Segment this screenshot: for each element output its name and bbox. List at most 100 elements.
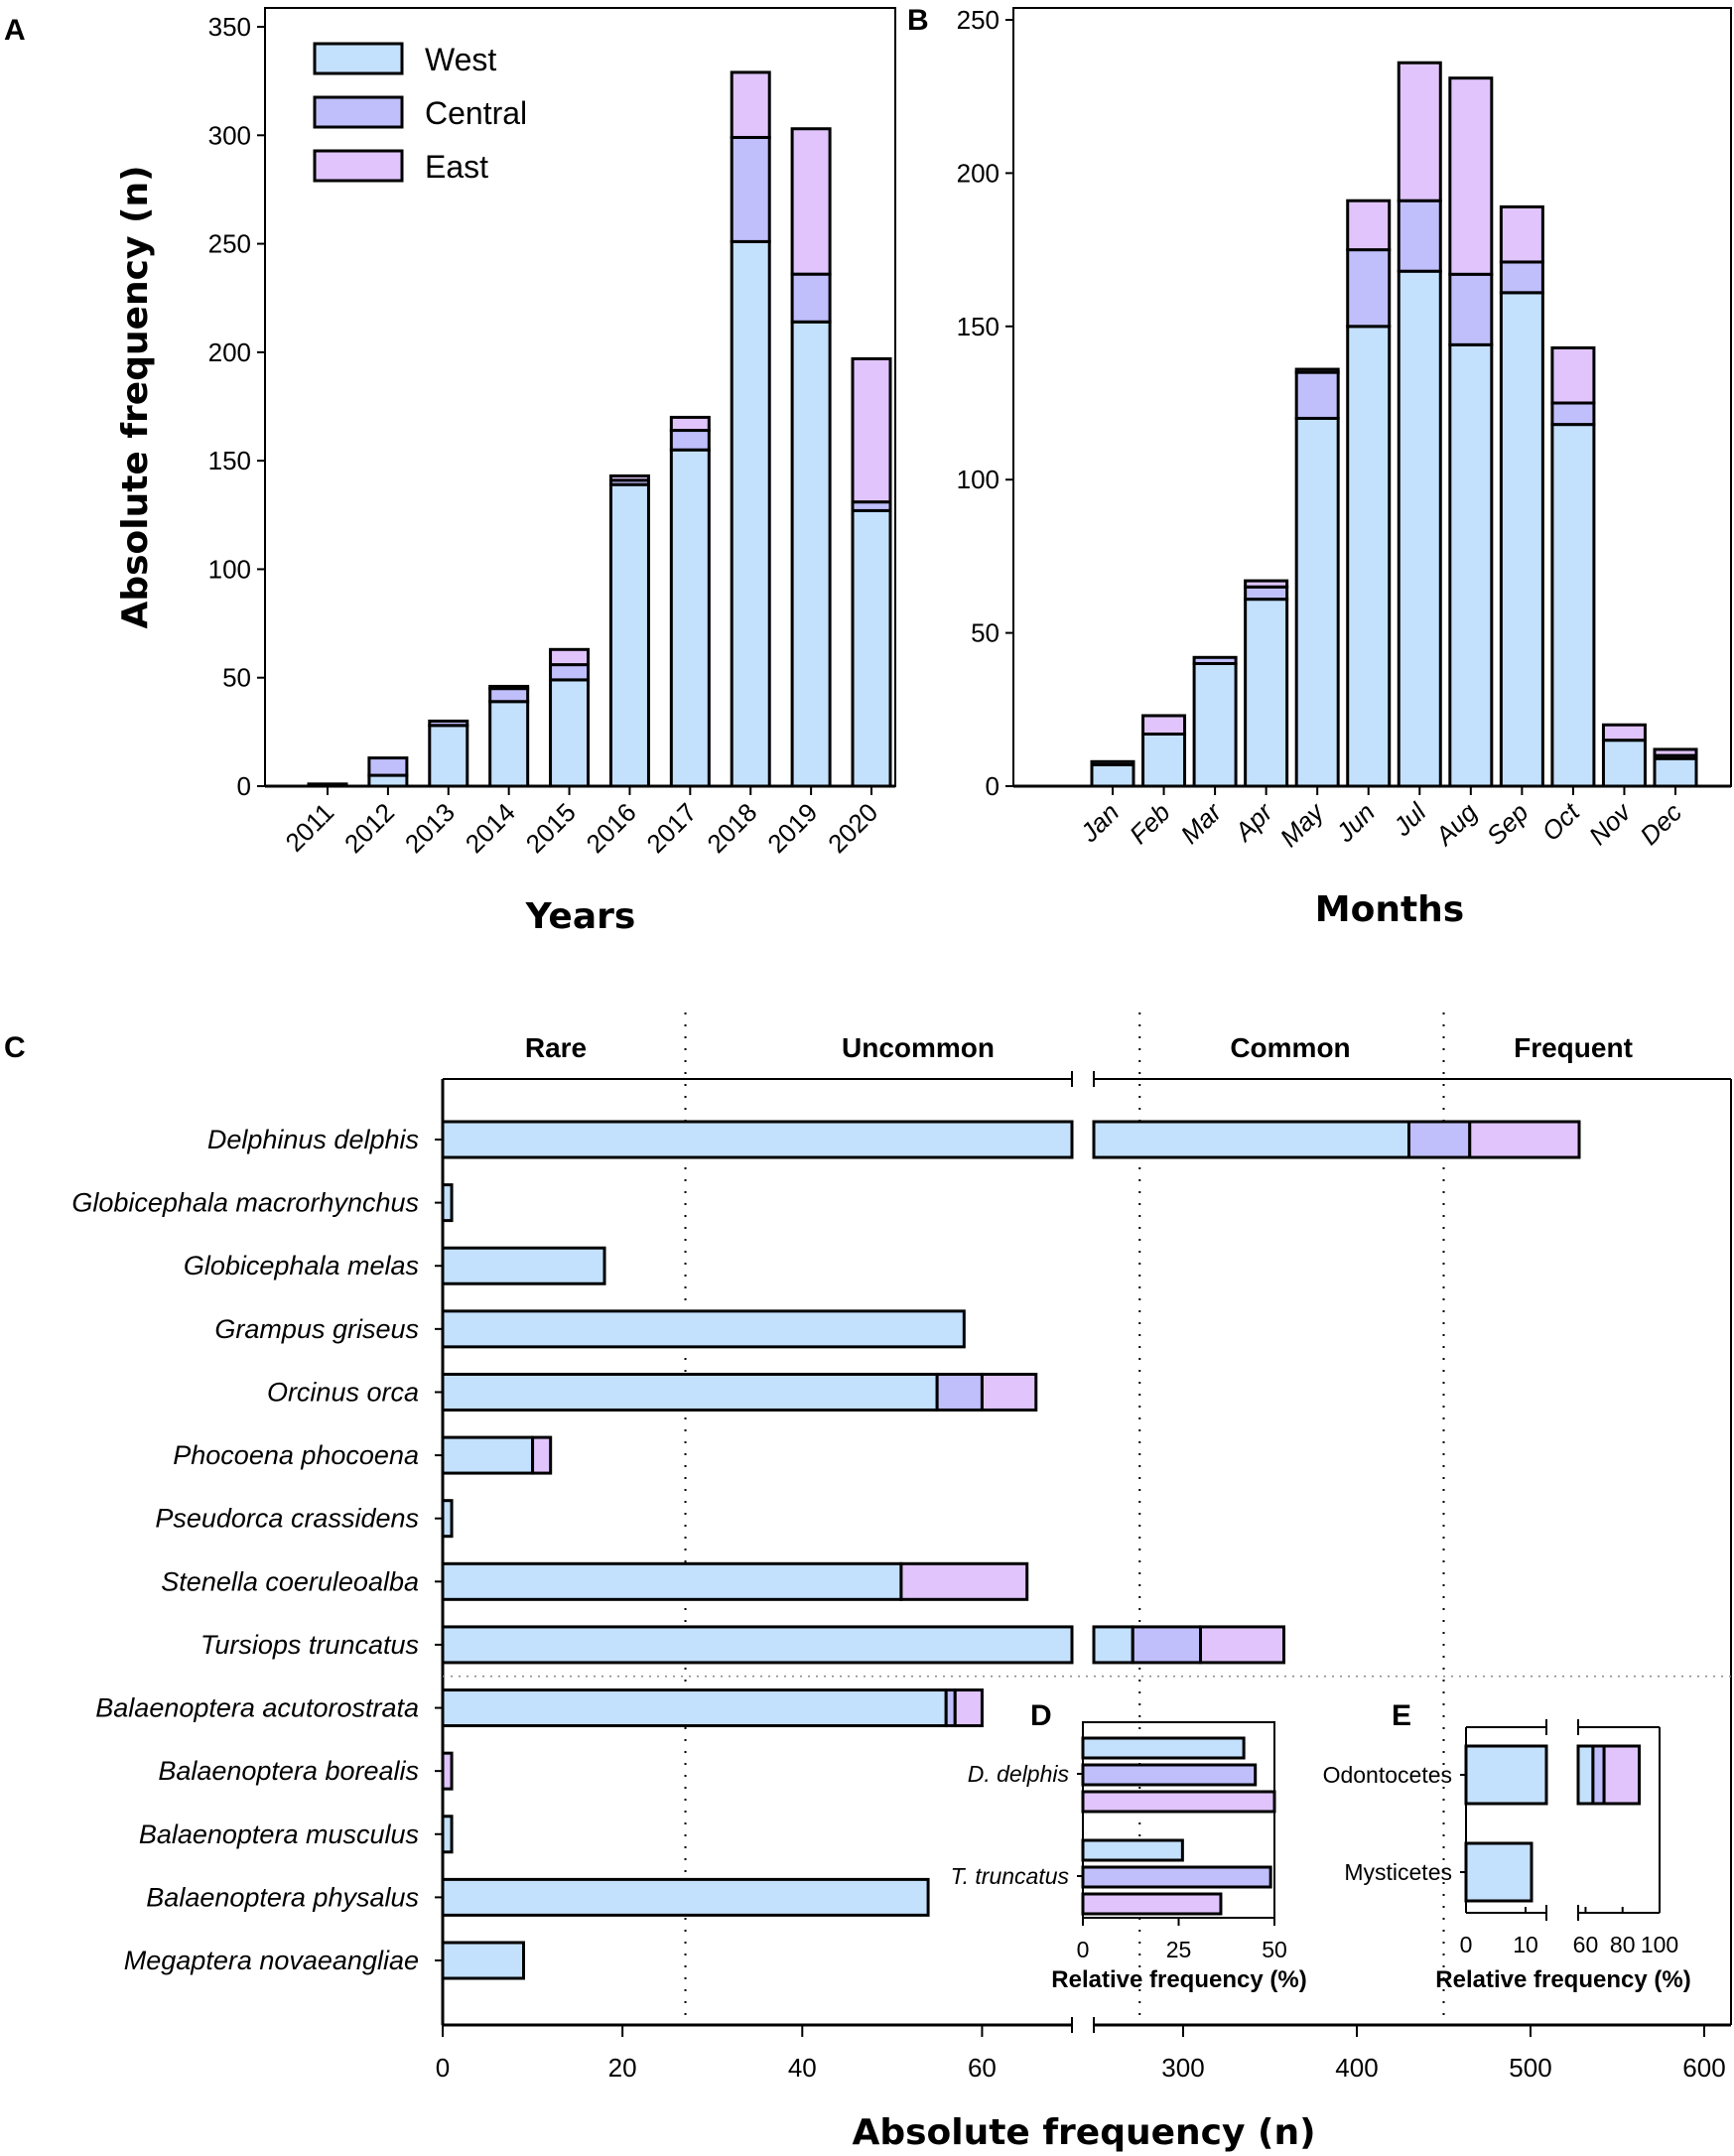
- band-label-common: Common: [1230, 1032, 1350, 1063]
- bar-grampus-griseus-west: [441, 1309, 966, 1349]
- x-tick-label: 300: [1161, 2053, 1204, 2083]
- species-label-orcinus-orca: Orcinus orca: [267, 1377, 419, 1407]
- bar-sep-central: [1499, 260, 1544, 295]
- x-tick-label-2018: 2018: [701, 797, 762, 859]
- bar-2017-central: [669, 429, 711, 452]
- bar-2014-west: [488, 700, 530, 788]
- y-tick-label: 50: [222, 663, 251, 693]
- y-tick-label: 350: [208, 12, 251, 42]
- x-tick-label: 0: [436, 2053, 450, 2083]
- y-tick-label: 250: [208, 229, 251, 259]
- bar-2019-west: [790, 320, 832, 788]
- species-label-megaptera-novaeangliae: Megaptera novaeangliae: [124, 1946, 419, 1975]
- x-tick-label-jan: Jan: [1074, 797, 1126, 849]
- bar-balaenoptera-musculus-west: [441, 1815, 454, 1854]
- bar-jan-central: [1090, 759, 1135, 766]
- bar-2015-west: [549, 678, 591, 788]
- bar-tursiops-truncatus-west: [1092, 1625, 1134, 1665]
- bar-stenella-coeruleoalba-west: [441, 1561, 903, 1601]
- x-tick-label: 0: [1077, 1937, 1090, 1962]
- x-tick-label: 60: [968, 2053, 997, 2083]
- bar-odontocetes-west: [1464, 1744, 1548, 1806]
- bar-globicephala-macrorhynchus-west: [441, 1183, 454, 1223]
- band-label-uncommon: Uncommon: [842, 1032, 995, 1063]
- panel-label-c: C: [4, 1031, 26, 1064]
- bar-dec-west: [1653, 756, 1698, 788]
- bar-2019-central: [790, 272, 832, 324]
- x-tick-label-nov: Nov: [1583, 796, 1638, 851]
- bar-apr-east: [1244, 579, 1289, 589]
- bar-megaptera-novaeangliae-west: [441, 1941, 526, 1980]
- y-tick-label: 200: [208, 337, 251, 367]
- bar-2018-central: [730, 135, 771, 243]
- bar-tursiops-truncatus-central: [1131, 1625, 1202, 1665]
- bar-2013-central: [428, 719, 469, 728]
- bar-feb-west: [1141, 733, 1187, 788]
- bar-t-truncatus-east: [1081, 1892, 1223, 1916]
- x-tick-label-dec: Dec: [1634, 797, 1687, 851]
- y-tick-label: 150: [208, 446, 251, 475]
- bar-jun-east: [1346, 199, 1392, 252]
- x-tick-label: 40: [788, 2053, 817, 2083]
- bar-odontocetes-east: [1602, 1744, 1642, 1806]
- x-tick-label-may: May: [1273, 796, 1330, 853]
- x-tick-label: 500: [1509, 2053, 1551, 2083]
- group-label-d-delphis: D. delphis: [968, 1761, 1070, 1787]
- x-axis-title-months: Months: [1315, 889, 1464, 930]
- x-tick-label: 50: [1262, 1937, 1287, 1962]
- bar-globicephala-melas-west: [441, 1246, 606, 1285]
- bar-2015-central: [549, 663, 591, 682]
- y-tick-label: 250: [957, 5, 1000, 35]
- x-tick-label-2020: 2020: [822, 797, 883, 859]
- x-tick-label-2012: 2012: [338, 797, 400, 859]
- species-label-balaenoptera-physalus: Balaenoptera physalus: [146, 1882, 419, 1912]
- bar-jun-central: [1346, 248, 1392, 329]
- panel-e-chart: 0 10 60 80 100 Odontocetes Mysticetes Relative…: [1323, 1719, 1691, 1993]
- x-tick-label-2011: 2011: [279, 797, 339, 858]
- species-label-globicephala-melas: Globicephala melas: [184, 1251, 419, 1280]
- bar-d-delphis-west: [1081, 1736, 1246, 1760]
- legend-label-east: East: [425, 149, 488, 185]
- bar-jul-east: [1397, 61, 1442, 202]
- bar-2017-east: [669, 415, 711, 433]
- x-axis-title-absolute: Absolute frequency (n): [852, 2112, 1315, 2153]
- x-tick-label-2016: 2016: [581, 797, 642, 859]
- y-tick-label: 100: [957, 465, 1000, 494]
- x-axis-title-relative-e: Relative frequency (%): [1435, 1966, 1690, 1993]
- x-tick-label-jun: Jun: [1329, 797, 1381, 849]
- panel-c-chart: Rare Uncommon Common Frequent Delphinus …: [71, 1012, 1732, 2153]
- bar-pseudorca-crassidens-west: [441, 1499, 454, 1539]
- bar-tursiops-truncatus-west: [441, 1625, 1074, 1665]
- bar-t-truncatus-central: [1081, 1865, 1272, 1889]
- group-label-t-truncatus: T. truncatus: [951, 1863, 1070, 1889]
- x-tick-label: 10: [1513, 1932, 1538, 1957]
- x-tick-label-jul: Jul: [1387, 796, 1432, 842]
- bar-sep-east: [1499, 204, 1544, 264]
- bar-oct-west: [1550, 423, 1596, 788]
- species-label-balaenoptera-borealis: Balaenoptera borealis: [158, 1756, 419, 1786]
- panel-label-a: A: [4, 14, 26, 47]
- x-tick-label: 600: [1682, 2053, 1725, 2083]
- bar-jul-central: [1397, 199, 1442, 273]
- x-tick-label-aug: Aug: [1428, 797, 1484, 853]
- bar-delphinus-delphis-west: [1092, 1120, 1410, 1159]
- x-tick-label: 20: [608, 2053, 637, 2083]
- bar-phocoena-phocoena-west: [441, 1435, 535, 1475]
- x-axis-title-relative-d: Relative frequency (%): [1051, 1966, 1306, 1993]
- bar-2018-west: [730, 239, 771, 788]
- bar-aug-central: [1448, 272, 1494, 346]
- bar-odontocetes-central: [1591, 1744, 1606, 1806]
- bar-aug-east: [1448, 76, 1494, 276]
- bar-2014-central: [488, 687, 530, 704]
- species-label-delphinus-delphis: Delphinus delphis: [207, 1125, 419, 1154]
- bar-2016-west: [608, 482, 650, 788]
- band-label-rare: Rare: [525, 1032, 587, 1063]
- legend: West Central East: [313, 42, 527, 185]
- panel-label-d: D: [1030, 1699, 1052, 1732]
- species-label-pseudorca-crassidens: Pseudorca crassidens: [155, 1504, 419, 1534]
- bar-2018-east: [730, 70, 771, 139]
- bar-2012-central: [367, 756, 409, 777]
- bar-mysticetes-west: [1464, 1841, 1534, 1903]
- bar-d-delphis-east: [1081, 1790, 1276, 1814]
